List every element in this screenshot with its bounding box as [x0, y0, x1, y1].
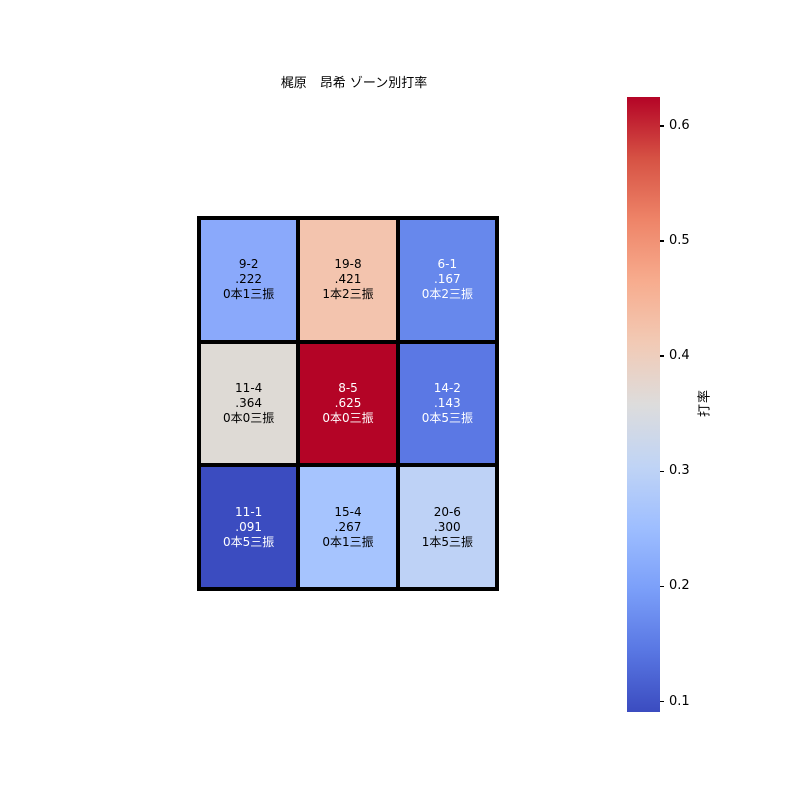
zone-cell-bottom-right: 20-6 .300 1本5三振 [399, 467, 495, 587]
zone-hr-strikeouts: 0本0三振 [322, 410, 374, 425]
zone-hr-strikeouts: 0本1三振 [223, 287, 275, 302]
tick-label: 0.4 [669, 348, 690, 364]
tick-mark [660, 470, 664, 473]
colorbar-tick: 0.6 [660, 117, 690, 133]
tick-mark [660, 240, 664, 242]
colorbar-tick: 0.1 [660, 693, 690, 709]
zone-average: .421 [334, 272, 362, 287]
colorbar: 0.6 0.5 0.4 0.3 0.2 0.1 [627, 97, 747, 712]
zone-cell-top-left: 9-2 .222 0本1三振 [201, 220, 297, 340]
zone-average: .267 [334, 519, 362, 534]
tick-mark [660, 125, 664, 127]
zone-cell-bottom-center: 15-4 .267 0本1三振 [300, 467, 396, 587]
tick-mark [660, 355, 664, 357]
zone-hr-strikeouts: 0本0三振 [223, 410, 275, 425]
zone-average: .143 [433, 395, 461, 410]
zone-record: 6-1 [437, 257, 458, 272]
zone-average: .364 [235, 395, 263, 410]
zone-average: .625 [334, 395, 362, 410]
zone-average: .091 [235, 519, 263, 534]
zone-cell-top-center: 19-8 .421 1本2三振 [300, 220, 396, 340]
zone-record: 9-2 [238, 257, 259, 272]
colorbar-gradient [627, 97, 660, 712]
zone-record: 8-5 [338, 380, 358, 395]
tick-mark [660, 585, 664, 588]
zone-record: 14-2 [433, 380, 461, 395]
colorbar-tick: 0.2 [660, 579, 690, 593]
tick-mark [660, 700, 664, 703]
colorbar-tick: 0.5 [660, 232, 690, 248]
zone-average: .167 [433, 272, 461, 287]
zone-record: 11-1 [235, 504, 263, 519]
zone-average: .222 [235, 272, 263, 287]
zone-record: 11-4 [235, 380, 263, 395]
zone-hr-strikeouts: 0本1三振 [322, 534, 374, 549]
tick-label: 0.1 [669, 693, 690, 709]
zone-record: 20-6 [433, 504, 461, 519]
chart-title: 梶原 昂希 ゾーン別打率 [280, 76, 428, 91]
zone-hr-strikeouts: 0本2三振 [421, 287, 473, 302]
colorbar-axis-label: 打率 [697, 388, 713, 418]
zone-cell-top-right: 6-1 .167 0本2三振 [399, 220, 495, 340]
zone-cell-middle-left: 11-4 .364 0本0三振 [201, 343, 297, 464]
zone-record: 19-8 [334, 257, 362, 272]
tick-label: 0.6 [669, 117, 690, 133]
zone-record: 15-4 [334, 504, 362, 519]
tick-label: 0.5 [669, 232, 690, 248]
zone-hr-strikeouts: 1本2三振 [322, 287, 374, 302]
zone-average: .300 [433, 519, 461, 534]
colorbar-tick: 0.3 [660, 464, 690, 478]
zone-cell-middle-center: 8-5 .625 0本0三振 [300, 343, 396, 464]
zone-heatmap-grid: 9-2 .222 0本1三振 19-8 .421 1本2三振 6-1 .167 … [197, 216, 499, 591]
zone-hr-strikeouts: 1本5三振 [421, 534, 473, 549]
zone-hr-strikeouts: 0本5三振 [421, 410, 473, 425]
tick-label: 0.2 [669, 578, 690, 594]
colorbar-tick: 0.4 [660, 349, 690, 363]
zone-cell-bottom-left: 11-1 .091 0本5三振 [201, 467, 297, 587]
tick-label: 0.3 [669, 463, 690, 479]
zone-hr-strikeouts: 0本5三振 [223, 534, 275, 549]
zone-cell-middle-right: 14-2 .143 0本5三振 [399, 343, 495, 464]
